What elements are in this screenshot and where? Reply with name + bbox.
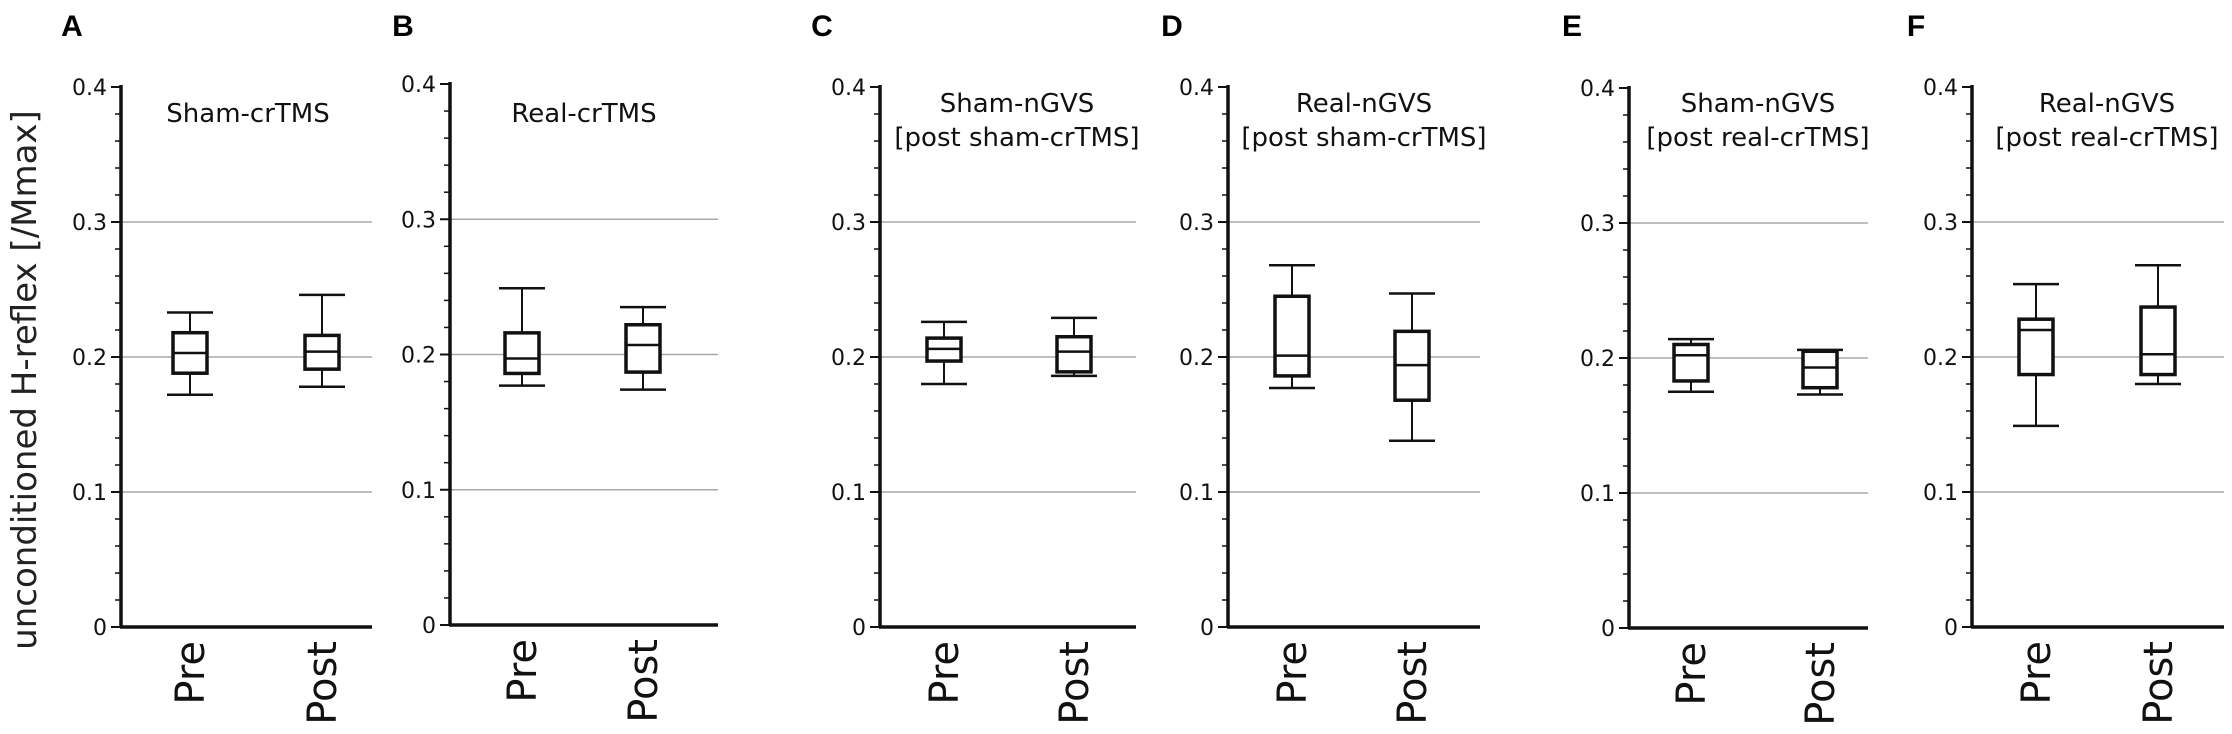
y-tick-label: 0.4 (831, 76, 866, 101)
box-iqr (1273, 294, 1311, 378)
y-tick-label: 0.1 (1580, 482, 1615, 507)
y-tick-label: 0 (93, 616, 107, 641)
y-tick-label: 0.1 (1179, 481, 1214, 506)
x-category-label: Post (2136, 641, 2182, 725)
box-post (299, 293, 345, 388)
panel-title: [post sham-crTMS] (894, 123, 1139, 153)
x-category-label: Post (621, 639, 667, 723)
panel-letter: A (61, 10, 83, 43)
x-category-label: Pre (2014, 641, 2060, 705)
panel-e: E 0 0.1 0.2 0.3 0.4 Sham-nGVS [post real-crTMS]… (1562, 10, 1870, 726)
panel-title: [post real-crTMS] (1646, 123, 1869, 153)
box-iqr (624, 322, 662, 374)
box-iqr (1801, 349, 1839, 390)
x-category-label: Post (1798, 642, 1844, 726)
panel-d: D 0 0.1 0.2 0.3 0.4 Real-nGVS [post sham-crTMS]… (1161, 10, 1486, 725)
y-tick-label: 0.2 (1923, 346, 1958, 371)
y-tick-label: 0.2 (831, 346, 866, 371)
y-tick-label: 0.3 (831, 211, 866, 236)
panel-f: F 0 0.1 0.2 0.3 0.4 Real-nGVS [post real-crTMS]… (1907, 10, 2224, 725)
box-pre (1269, 263, 1315, 390)
box-post (1389, 292, 1435, 442)
box-pre (1668, 337, 1714, 393)
box-post (620, 305, 666, 391)
box-iqr (503, 331, 541, 376)
y-tick-label: 0.3 (401, 208, 436, 233)
y-tick-label: 0.2 (1179, 346, 1214, 371)
box-post (2135, 263, 2181, 386)
x-category-label: Post (1052, 641, 1098, 725)
x-category-label: Pre (922, 641, 968, 705)
y-axis-label: unconditioned H-reflex [/Mmax] (5, 110, 45, 650)
y-tick-label: 0.1 (1923, 481, 1958, 506)
y-tick-label: 0 (1200, 616, 1214, 641)
x-category-label: Pre (1270, 641, 1316, 705)
box-post (1797, 348, 1843, 396)
box-pre (499, 286, 545, 387)
panels: A 0 0.1 0.2 0.3 0.4 Sham-crTMS Pre Post B 0 0.1 0.2 0… (61, 10, 2224, 726)
y-tick-label: 0.2 (401, 344, 436, 369)
panel-title: Sham-nGVS (1681, 89, 1836, 119)
panel-letter: E (1562, 10, 1582, 43)
y-tick-label: 0.4 (72, 76, 107, 101)
panel-title: Real-nGVS (2039, 89, 2175, 119)
y-tick-label: 0.3 (1580, 212, 1615, 237)
panel-title: Sham-nGVS (940, 89, 1095, 119)
y-tick-label: 0 (1601, 617, 1615, 642)
x-category-label: Post (300, 641, 346, 725)
x-category-label: Pre (168, 641, 214, 705)
panel-c: C 0 0.1 0.2 0.3 0.4 Sham-nGVS [post sham-crTMS]… (811, 10, 1139, 725)
y-tick-label: 0.4 (1179, 76, 1214, 101)
x-category-label: Pre (1669, 642, 1715, 706)
panel-title: [post real-crTMS] (1995, 123, 2218, 153)
panel-b: B 0 0.1 0.2 0.3 0.4 Real-crTMS Pre Post (392, 10, 718, 723)
panel-title: Real-nGVS (1296, 89, 1432, 119)
y-tick-label: 0 (1944, 616, 1958, 641)
box-iqr (2139, 305, 2177, 377)
y-tick-label: 0 (852, 616, 866, 641)
box-iqr (1055, 335, 1093, 374)
panel-letter: B (392, 10, 414, 43)
panel-title: [post sham-crTMS] (1241, 123, 1486, 153)
box-pre (2013, 282, 2059, 428)
box-pre (167, 311, 213, 397)
y-tick-label: 0.4 (401, 73, 436, 98)
y-tick-label: 0.4 (1923, 76, 1958, 101)
y-tick-label: 0.3 (1923, 211, 1958, 236)
y-tick-label: 0.1 (831, 481, 866, 506)
box-pre (921, 320, 967, 386)
x-category-label: Pre (500, 639, 546, 703)
panel-a: A 0 0.1 0.2 0.3 0.4 Sham-crTMS Pre Post (61, 10, 372, 725)
panel-letter: D (1161, 10, 1183, 43)
y-tick-label: 0.2 (72, 346, 107, 371)
panel-title: Sham-crTMS (166, 99, 329, 129)
box-iqr (1672, 342, 1710, 383)
y-tick-label: 0.2 (1580, 347, 1615, 372)
box-iqr (2017, 317, 2055, 377)
y-tick-label: 0.3 (72, 211, 107, 236)
y-tick-label: 0.3 (1179, 211, 1214, 236)
y-tick-label: 0.4 (1580, 77, 1615, 102)
y-tick-label: 0 (422, 614, 436, 639)
x-category-label: Post (1390, 641, 1436, 725)
box-post (1051, 316, 1097, 378)
panel-title: Real-crTMS (511, 99, 656, 129)
y-tick-label: 0.1 (401, 479, 436, 504)
panel-letter: F (1907, 10, 1925, 43)
y-tick-label: 0.1 (72, 481, 107, 506)
panel-letter: C (811, 10, 833, 43)
